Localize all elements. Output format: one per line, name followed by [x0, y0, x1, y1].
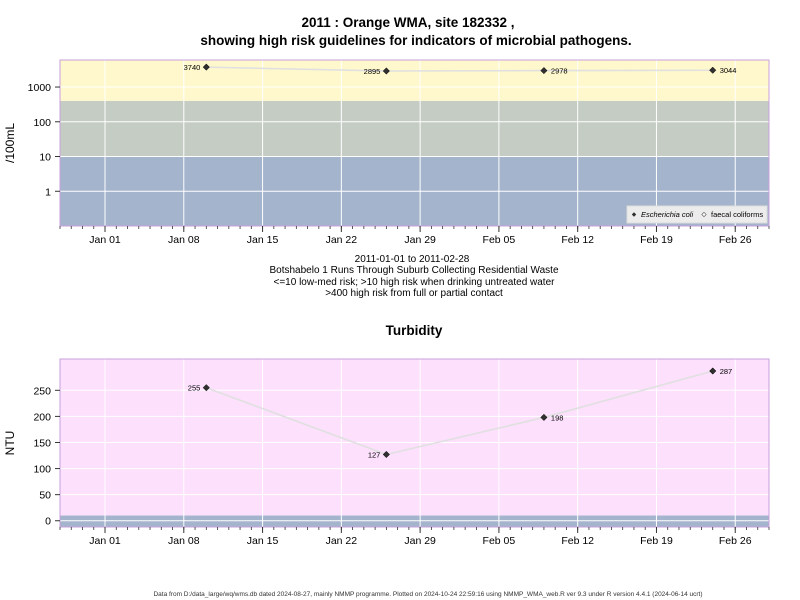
series-line	[206, 66, 713, 72]
y-tick-label: 100	[33, 464, 51, 476]
legend-box	[626, 205, 768, 224]
y-tick-label: 150	[33, 437, 51, 449]
x-tick-label: Jan 01	[89, 535, 121, 547]
legend-marker	[631, 212, 637, 217]
y-tick-label: 100	[33, 117, 51, 129]
x-tick-label: Feb 05	[483, 535, 516, 547]
data-point	[709, 367, 717, 375]
data-point	[202, 384, 210, 392]
x-tick-label: Feb 19	[640, 234, 673, 246]
data-point	[540, 413, 548, 421]
x-tick-label: Jan 22	[326, 535, 358, 547]
data-point	[540, 67, 548, 75]
microbial-panel: Jan 01 Jan 08 Jan 15 Jan 22 Jan 29 Feb 05 Feb …	[3, 59, 770, 246]
data-label: 255	[188, 384, 201, 393]
x-tick-label: Feb 19	[640, 535, 673, 547]
plot-frame	[59, 358, 770, 528]
subtitle-line-4: >400 high risk from full or partial cont…	[325, 288, 503, 299]
data-point	[382, 67, 390, 75]
subtitle-line-3: <=10 low-med risk; >10 high risk when dr…	[274, 277, 556, 288]
risk-band	[60, 359, 769, 516]
data-point	[382, 450, 390, 459]
subtitle-line-1: 2011-01-01 to 2011-02-28	[355, 254, 470, 265]
data-point	[202, 63, 210, 71]
y-tick-label: 10	[39, 152, 51, 164]
series-line	[206, 370, 713, 456]
x-tick-label: Jan 08	[168, 535, 200, 547]
x-tick-label: Jan 15	[247, 234, 279, 246]
y-tick-label: 250	[33, 385, 51, 397]
data-label: 198	[551, 413, 564, 422]
data-label: 3044	[720, 66, 737, 75]
y-tick-label: 0	[45, 516, 51, 528]
footer-text: Data from D:/data_large/wq/wms.db dated …	[153, 591, 702, 598]
turbidity-title: Turbidity	[386, 323, 443, 338]
chart-title-line1: 2011 : Orange WMA, site 182332 ,	[301, 15, 514, 30]
y-axis-title: NTU	[3, 431, 17, 456]
x-tick-label: Jan 29	[404, 535, 436, 547]
legend-entry: faecal coliforms	[711, 210, 763, 219]
x-tick-label: Jan 22	[326, 234, 358, 246]
x-tick-label: Feb 12	[561, 535, 594, 547]
x-tick-label: Feb 26	[719, 234, 752, 246]
x-tick-label: Jan 15	[247, 535, 279, 547]
subtitle-line-2: Botshabelo 1 Runs Through Suburb Collect…	[269, 265, 558, 276]
data-label: 3740	[184, 63, 201, 72]
risk-band	[60, 100, 769, 157]
y-tick-label: 200	[33, 411, 51, 423]
x-tick-label: Feb 26	[719, 535, 752, 547]
data-label: 2895	[364, 67, 381, 76]
risk-band	[60, 60, 769, 101]
y-tick-label: 50	[39, 490, 51, 502]
chart-title-line2: showing high risk guidelines for indicat…	[200, 33, 631, 48]
data-label: 287	[720, 367, 733, 376]
turbidity-panel: Jan 01 Jan 08 Jan 15 Jan 22 Jan 29 Feb 05 Feb …	[3, 358, 770, 547]
y-tick-label: 1000	[28, 82, 52, 94]
legend-marker	[701, 211, 707, 218]
x-tick-label: Jan 08	[168, 234, 200, 246]
y-tick-label: 1	[45, 186, 51, 198]
plot-frame	[59, 59, 770, 227]
risk-band	[60, 515, 769, 527]
data-label: 127	[368, 450, 381, 459]
x-tick-label: Feb 05	[483, 234, 516, 246]
data-point	[709, 66, 717, 74]
y-axis-title: /100mL	[3, 123, 17, 163]
x-tick-label: Feb 12	[561, 234, 594, 246]
data-label: 2978	[551, 67, 568, 76]
x-tick-label: Jan 29	[404, 234, 436, 246]
x-tick-label: Jan 01	[89, 234, 121, 246]
legend-entry: Escherichia coli	[641, 210, 693, 219]
